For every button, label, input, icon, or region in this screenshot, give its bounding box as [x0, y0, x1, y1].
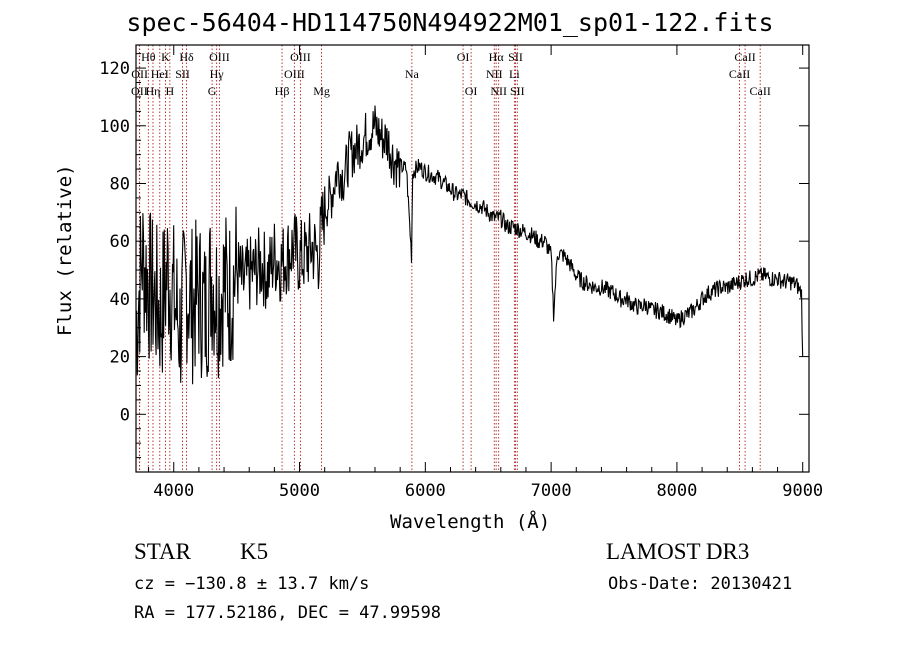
line-label: Hγ [210, 67, 225, 81]
spectrum-line [135, 105, 804, 385]
y-tick-label: 60 [110, 232, 130, 252]
line-label: SII [508, 50, 523, 64]
y-tick-label: 100 [99, 117, 130, 137]
coordinates: RA = 177.52186, DEC = 47.99598 [134, 603, 442, 623]
line-label: OIII [284, 67, 305, 81]
line-label: OI [465, 84, 478, 98]
line-label: Hδ [179, 50, 194, 64]
line-label: Hθ [141, 50, 156, 64]
line-label: Hα [489, 50, 505, 64]
line-label: Hβ [275, 84, 290, 98]
x-tick-label: 5000 [279, 481, 320, 501]
line-label: OI [457, 50, 470, 64]
line-label: CaII [750, 84, 771, 98]
emission-line-markers [138, 45, 761, 472]
object-class: STAR [134, 539, 191, 564]
redshift-value: cz = −130.8 ± 13.7 km/s [134, 574, 370, 594]
x-tick-label: 7000 [531, 481, 572, 501]
x-tick-label: 9000 [782, 481, 823, 501]
line-label: NII [486, 67, 503, 81]
line-label: Hη [146, 84, 161, 98]
y-tick-label: 0 [120, 405, 130, 425]
x-tick-label: 4000 [153, 481, 194, 501]
line-label: OIII [290, 50, 311, 64]
y-tick-label: 20 [110, 348, 130, 368]
line-label: SII [175, 67, 190, 81]
line-label: K [161, 50, 170, 64]
x-tick-label: 6000 [405, 481, 446, 501]
survey-name: LAMOST DR3 [606, 539, 750, 564]
observation-date: Obs-Date: 20130421 [608, 574, 793, 594]
line-label: OII [131, 67, 148, 81]
y-axis-label: Flux (relative) [54, 164, 76, 336]
line-label: Mg [313, 84, 330, 98]
y-tick-label: 40 [110, 290, 130, 310]
line-label: OIII [209, 50, 230, 64]
plot-frame [135, 44, 810, 473]
line-label: NII [490, 84, 507, 98]
line-label: H [166, 84, 175, 98]
line-label: CaII [734, 50, 755, 64]
line-label: HeI [151, 67, 169, 81]
line-label: Na [405, 67, 420, 81]
line-label: CaII [729, 67, 750, 81]
line-label: G [208, 84, 217, 98]
y-tick-label: 120 [99, 59, 130, 79]
object-subclass: K5 [240, 539, 269, 564]
y-tick-label: 80 [110, 174, 130, 194]
y-axis-ticks: 0 20 40 60 80 100 120 [99, 53, 809, 459]
line-label: SII [510, 84, 525, 98]
line-label: Li [509, 67, 520, 81]
chart-title: spec-56404-HD114750N494922M01_sp01-122.f… [126, 8, 774, 37]
line-label: OII [131, 84, 148, 98]
x-axis-label: Wavelength (Å) [390, 511, 551, 533]
x-tick-label: 8000 [656, 481, 697, 501]
x-axis-ticks: 4000 5000 6000 7000 8000 9000 [148, 45, 823, 501]
